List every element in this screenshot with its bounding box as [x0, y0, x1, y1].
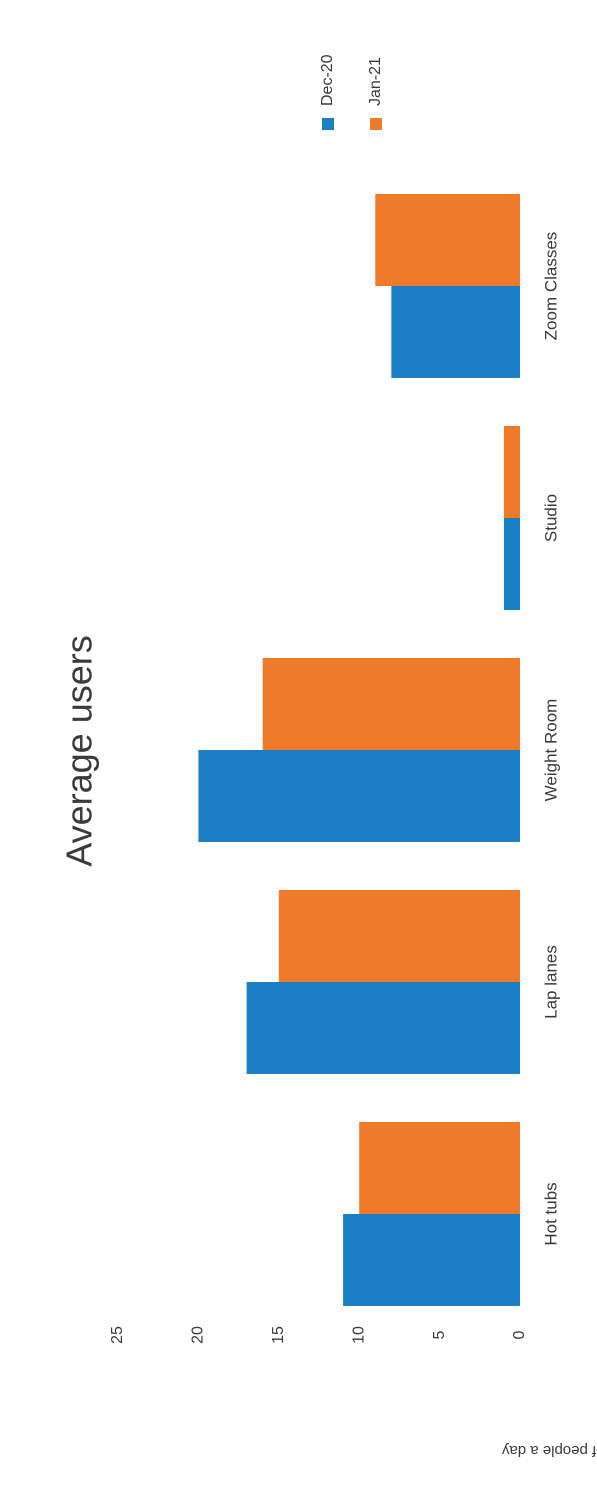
x-tick-label: Studio [541, 494, 560, 542]
y-tick-label: 0 [511, 1330, 528, 1339]
bar [503, 518, 520, 610]
legend-label: Dec-20 [319, 54, 336, 106]
y-axis-ticks: 0 5 10 15 20 25 [109, 1326, 528, 1344]
y-tick-label: 10 [350, 1326, 367, 1344]
x-tick-label: Hot tubs [541, 1182, 560, 1245]
legend: Dec-20 Jan-21 [319, 54, 384, 130]
bars [198, 194, 520, 1306]
bar [375, 194, 520, 286]
y-axis-label: Number of people a day [501, 1442, 597, 1459]
x-axis-ticks: Hot tubs Lap lanes Weight Room Studio Zoom C… [541, 232, 560, 1246]
legend-swatch [322, 118, 334, 130]
x-tick-label: Weight Room [541, 699, 560, 802]
legend-swatch [370, 118, 382, 130]
y-tick-label: 20 [190, 1326, 207, 1344]
x-tick-label: Lap lanes [541, 945, 560, 1019]
bar [359, 1122, 520, 1214]
legend-label: Jan-21 [367, 57, 384, 106]
y-tick-label: 5 [431, 1330, 448, 1339]
bar [262, 658, 520, 750]
x-tick-label: Zoom Classes [541, 232, 560, 341]
y-tick-label: 15 [270, 1326, 287, 1344]
chart-title: Average users [59, 635, 100, 866]
bar [198, 750, 520, 842]
bar [246, 982, 520, 1074]
bar [278, 890, 520, 982]
y-tick-label: 25 [109, 1326, 126, 1344]
bar [503, 426, 520, 518]
bar [343, 1214, 520, 1306]
bar [391, 286, 520, 378]
